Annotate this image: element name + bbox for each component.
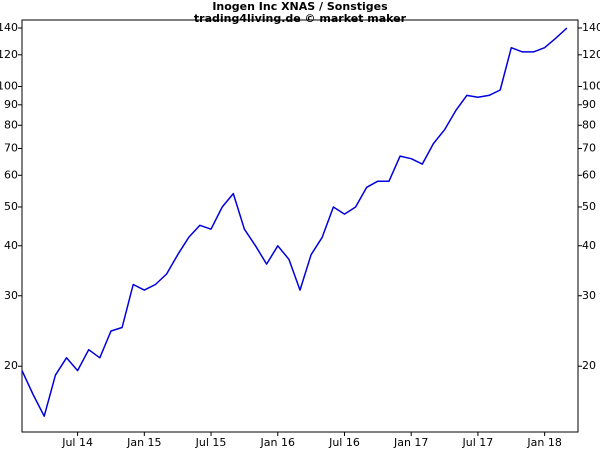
- y-tick-label: 120: [0, 48, 18, 61]
- x-tick-label: Jul 15: [195, 436, 227, 449]
- y-tick-label: 100: [0, 79, 18, 92]
- y-tick-label: 50: [582, 200, 596, 213]
- y-tick-label: 60: [582, 168, 596, 181]
- x-tick-label: Jan 17: [393, 436, 428, 449]
- y-tick-label: 140: [0, 21, 18, 34]
- y-tick-label: 140: [582, 21, 600, 34]
- y-tick-label: 20: [4, 359, 18, 372]
- price-line: [21, 27, 568, 417]
- x-tick-label: Jan 15: [126, 436, 161, 449]
- y-tick-label: 100: [582, 79, 600, 92]
- x-tick-label: Jul 16: [328, 436, 360, 449]
- y-tick-label: 50: [4, 200, 18, 213]
- y-tick-label: 70: [582, 141, 596, 154]
- y-tick-label: 30: [582, 289, 596, 302]
- y-tick-label: 120: [582, 48, 600, 61]
- x-tick-label: Jul 17: [462, 436, 494, 449]
- y-tick-label: 60: [4, 168, 18, 181]
- x-tick-label: Jan 18: [526, 436, 561, 449]
- plot-frame: [21, 19, 579, 433]
- chart-title: Inogen Inc XNAS / Sonstiges: [212, 0, 388, 13]
- x-tick-label: Jan 16: [260, 436, 295, 449]
- y-tick-label: 80: [582, 118, 596, 131]
- y-tick-label: 90: [4, 98, 18, 111]
- y-tick-label: 40: [4, 239, 18, 252]
- y-tick-label: 20: [582, 359, 596, 372]
- y-tick-label: 80: [4, 118, 18, 131]
- y-tick-label: 90: [582, 98, 596, 111]
- chart-subtitle: trading4living.de © market maker: [194, 12, 407, 25]
- y-tick-label: 70: [4, 141, 18, 154]
- y-tick-label: 40: [582, 239, 596, 252]
- y-tick-label: 30: [4, 289, 18, 302]
- x-tick-label: Jul 14: [61, 436, 93, 449]
